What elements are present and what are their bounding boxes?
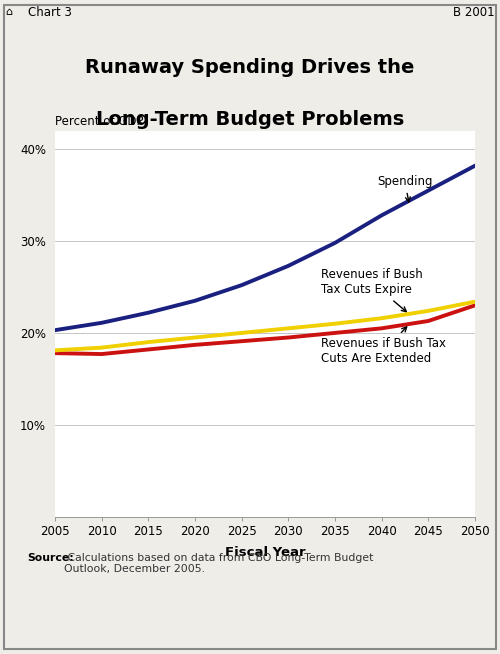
Text: Chart 3: Chart 3 <box>28 6 72 19</box>
Text: Percent of GDP: Percent of GDP <box>55 114 144 128</box>
Text: Long-Term Budget Problems: Long-Term Budget Problems <box>96 110 404 129</box>
Text: B 2001: B 2001 <box>454 6 495 19</box>
X-axis label: Fiscal Year: Fiscal Year <box>224 546 306 559</box>
Text: Spending: Spending <box>377 175 432 202</box>
Text: ⌂: ⌂ <box>5 7 12 18</box>
Text: Source:: Source: <box>28 553 74 562</box>
Text: Revenues if Bush Tax
Cuts Are Extended: Revenues if Bush Tax Cuts Are Extended <box>321 327 446 366</box>
Text: Calculations based on data from CBO Long-Term Budget
Outlook, December 2005.: Calculations based on data from CBO Long… <box>64 553 373 574</box>
Text: Revenues if Bush
Tax Cuts Expire: Revenues if Bush Tax Cuts Expire <box>321 268 423 312</box>
Text: Runaway Spending Drives the: Runaway Spending Drives the <box>86 58 414 77</box>
